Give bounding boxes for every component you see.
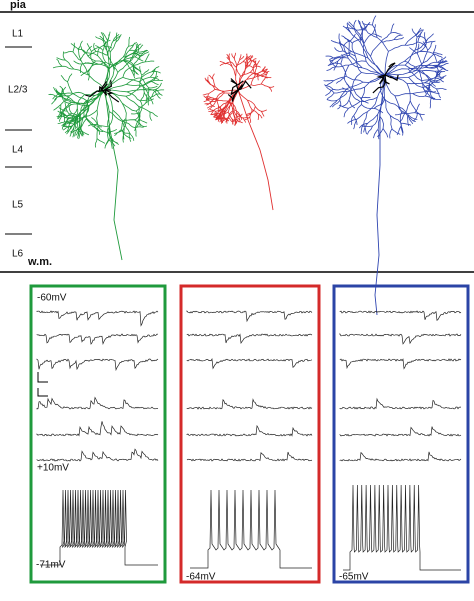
scale-bar: [37, 372, 48, 397]
axon: [374, 74, 386, 316]
trace: [186, 398, 313, 410]
voltage-label: +10mV: [37, 463, 69, 474]
wm-label: w.m.: [27, 256, 52, 268]
soma-reconstruction: [85, 80, 120, 103]
voltage-label: -65mV: [339, 572, 369, 583]
trace: [339, 397, 461, 410]
trace: [186, 333, 313, 344]
panel-box: [332, 284, 470, 584]
axon: [104, 89, 123, 261]
trace: [339, 426, 462, 437]
trace: [186, 358, 313, 370]
spike-train: [190, 489, 312, 569]
trace: [36, 333, 159, 345]
trace: [339, 451, 462, 462]
layer-label: L4: [12, 145, 24, 156]
trace: [339, 358, 462, 370]
trace: [339, 310, 462, 321]
soma-reconstruction: [372, 62, 399, 94]
trace: [36, 396, 159, 410]
soma-reconstruction: [227, 78, 252, 102]
trace: [186, 424, 313, 437]
layer-dividers: [5, 46, 32, 235]
layer-label: L1: [12, 29, 24, 40]
spike-train: [40, 489, 158, 566]
trace: [186, 310, 313, 323]
layer-label: L6: [12, 249, 24, 260]
pia-label: pia: [10, 0, 27, 11]
trace: [36, 448, 159, 462]
layer-label: L5: [12, 200, 24, 211]
axon: [237, 89, 274, 211]
layer-label: L2/3: [8, 85, 28, 96]
voltage-label: -60mV: [37, 293, 67, 304]
trace: [186, 451, 313, 462]
voltage-label: -64mV: [186, 572, 216, 583]
trace: [36, 358, 159, 372]
trace: [36, 421, 159, 437]
trace: [36, 310, 159, 327]
panel-box: [179, 284, 321, 584]
spike-train: [343, 484, 461, 571]
panel-box: [29, 284, 167, 584]
dendrites: [323, 15, 449, 140]
trace: [339, 332, 462, 345]
